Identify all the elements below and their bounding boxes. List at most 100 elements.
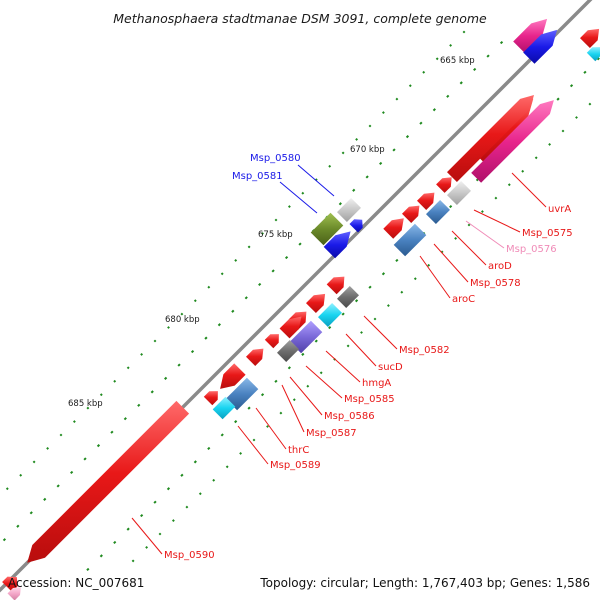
leader-Msp_0582 bbox=[363, 315, 398, 350]
leader-hmgA bbox=[325, 350, 361, 383]
position-tick bbox=[239, 451, 243, 455]
position-tick bbox=[217, 323, 221, 327]
gene-feature-sucD[interactable] bbox=[318, 303, 342, 327]
gene-feature-Msp_0580[interactable] bbox=[310, 212, 344, 246]
gene-feature-Msp_0581-gray[interactable] bbox=[337, 198, 361, 222]
position-tick bbox=[575, 116, 578, 119]
leader-Msp_0587 bbox=[281, 384, 305, 433]
gene-feature-red-small-3[interactable] bbox=[264, 334, 279, 349]
gene-feature-Msp_0589[interactable] bbox=[212, 396, 236, 420]
position-tick bbox=[301, 352, 305, 356]
position-tick bbox=[59, 433, 63, 437]
gene-feature-blue-top[interactable] bbox=[523, 29, 558, 64]
position-tick bbox=[298, 242, 302, 246]
gene-feature-aroD[interactable] bbox=[417, 192, 435, 210]
gene-feature-Msp_0575-magenta[interactable] bbox=[471, 100, 554, 183]
position-tick bbox=[379, 161, 383, 166]
position-tick bbox=[46, 446, 50, 450]
position-tick bbox=[150, 390, 154, 394]
gene-feature-pink-edge[interactable] bbox=[7, 587, 21, 600]
gene-feature-gray-1[interactable] bbox=[337, 286, 359, 308]
position-tick bbox=[86, 567, 90, 572]
gene-feature-Msp_0590[interactable] bbox=[27, 400, 190, 563]
gene-label-uvrA[interactable]: uvrA bbox=[548, 204, 571, 215]
gene-label-sucD[interactable]: sucD bbox=[378, 362, 403, 373]
gene-feature-magenta-top[interactable] bbox=[513, 18, 548, 53]
position-tick bbox=[113, 379, 117, 383]
gene-feature-Msp_0585[interactable] bbox=[289, 320, 323, 354]
position-tick bbox=[32, 460, 36, 464]
position-tick bbox=[413, 277, 417, 281]
leader-thrC bbox=[255, 407, 287, 450]
gene-label-Msp_0575[interactable]: Msp_0575 bbox=[522, 228, 573, 239]
kbp-marker-675: 675 kbp bbox=[258, 230, 293, 240]
gene-feature-cyan-edge[interactable] bbox=[586, 47, 600, 62]
gene-feature-Msp_0578[interactable] bbox=[383, 218, 404, 239]
position-tick bbox=[137, 403, 141, 407]
position-tick bbox=[110, 430, 114, 434]
gene-label-Msp_0585[interactable]: Msp_0585 bbox=[344, 394, 395, 405]
position-tick bbox=[352, 188, 356, 192]
gene-feature-red-edge-1[interactable] bbox=[580, 28, 600, 48]
gene-feature-blue-small[interactable] bbox=[349, 219, 363, 233]
kbp-markers: 665 kbp 670 kbp 675 kbp 680 kbp 685 kbp bbox=[68, 56, 475, 409]
gene-feature-aroC[interactable] bbox=[393, 223, 427, 257]
gene-label-thrC[interactable]: thrC bbox=[288, 445, 309, 456]
position-tick bbox=[427, 263, 431, 267]
gene-features bbox=[2, 18, 600, 600]
position-tick bbox=[287, 205, 291, 209]
position-tick bbox=[480, 210, 484, 214]
position-tick bbox=[258, 282, 262, 287]
gene-feature-Msp_0581[interactable] bbox=[323, 231, 351, 259]
position-tick bbox=[126, 366, 130, 370]
gene-label-Msp_0580[interactable]: Msp_0580 bbox=[250, 153, 301, 164]
kbp-marker-680: 680 kbp bbox=[165, 315, 200, 325]
gene-feature-Msp_0576[interactable] bbox=[447, 181, 471, 205]
position-tick bbox=[408, 84, 412, 88]
gene-label-Msp_0590[interactable]: Msp_0590 bbox=[164, 550, 215, 561]
position-tick bbox=[499, 40, 504, 45]
gene-feature-red-small-1[interactable] bbox=[436, 177, 452, 193]
position-tick bbox=[274, 218, 278, 222]
gene-label-Msp_0576[interactable]: Msp_0576 bbox=[506, 244, 557, 255]
gene-feature-Msp_0582[interactable] bbox=[306, 293, 326, 313]
position-tick bbox=[164, 376, 168, 380]
position-tick bbox=[556, 97, 560, 101]
position-tick bbox=[561, 129, 565, 133]
position-tick bbox=[381, 111, 385, 115]
gene-feature-red-680-1[interactable] bbox=[326, 276, 345, 295]
position-tick bbox=[99, 554, 103, 558]
position-tick bbox=[306, 384, 310, 388]
position-tick bbox=[459, 81, 463, 85]
gene-feature-hmgA[interactable] bbox=[279, 316, 302, 339]
gene-feature-red-long-1[interactable] bbox=[447, 95, 534, 182]
gene-feature-red-small-2[interactable] bbox=[402, 205, 420, 223]
gene-feature-steel-1[interactable] bbox=[426, 200, 450, 224]
gene-feature-thrC[interactable] bbox=[220, 363, 246, 389]
gene-feature-Msp_0586[interactable] bbox=[277, 340, 299, 362]
position-tick bbox=[368, 124, 372, 128]
position-tick bbox=[449, 204, 453, 209]
gene-feature-Msp_0587[interactable] bbox=[246, 348, 264, 366]
gene-label-Msp_0581[interactable]: Msp_0581 bbox=[232, 171, 283, 182]
position-tick bbox=[432, 108, 436, 112]
gene-label-Msp_0578[interactable]: Msp_0578 bbox=[470, 278, 521, 289]
position-tick bbox=[5, 487, 9, 491]
gene-label-hmgA[interactable]: hmgA bbox=[362, 378, 391, 389]
gene-feature-red-small-4[interactable] bbox=[203, 391, 218, 406]
position-tick bbox=[435, 57, 439, 61]
kbp-marker-665: 665 kbp bbox=[440, 56, 475, 66]
gene-label-Msp_0589[interactable]: Msp_0589 bbox=[270, 460, 321, 471]
gene-label-Msp_0587[interactable]: Msp_0587 bbox=[306, 428, 357, 439]
gene-label-Msp_0582[interactable]: Msp_0582 bbox=[399, 345, 450, 356]
position-tick bbox=[96, 444, 101, 448]
position-tick bbox=[473, 67, 477, 72]
leader-Msp_0575 bbox=[473, 209, 521, 233]
gene-label-Msp_0586[interactable]: Msp_0586 bbox=[324, 411, 375, 422]
position-tick bbox=[153, 339, 157, 343]
gene-label-aroC[interactable]: aroC bbox=[452, 294, 475, 305]
gene-label-aroD[interactable]: aroD bbox=[488, 261, 512, 272]
leader-Msp_0576 bbox=[465, 220, 505, 249]
gene-feature-steel-2[interactable] bbox=[225, 377, 259, 411]
position-tick bbox=[207, 446, 211, 451]
